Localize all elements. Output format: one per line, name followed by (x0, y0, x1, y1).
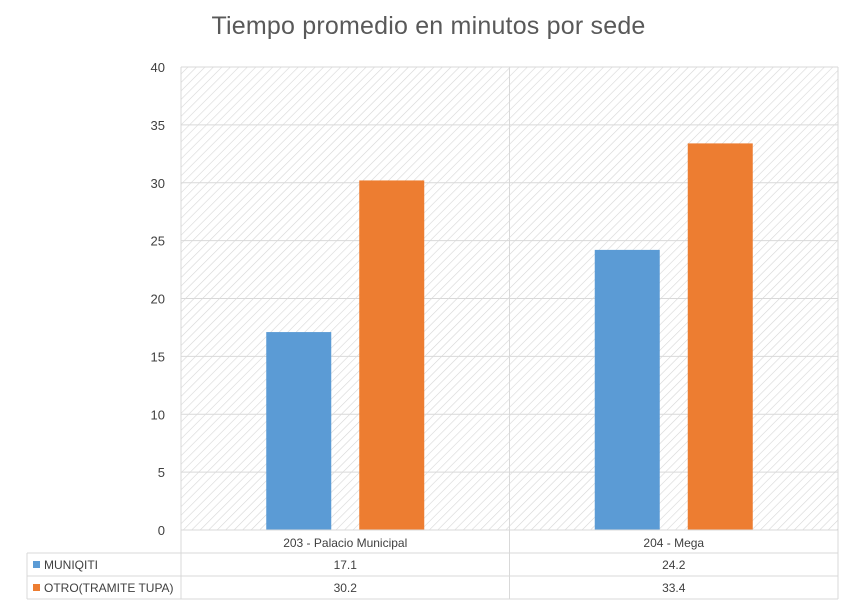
data-label: 24.2 (662, 558, 686, 572)
data-label: 17.1 (334, 558, 358, 572)
bars (266, 143, 753, 530)
y-tick-label: 0 (158, 523, 165, 538)
legend-label: OTRO(TRAMITE TUPA) (44, 581, 174, 595)
y-axis-ticks: 0 5 10 15 20 25 30 35 40 (151, 60, 165, 538)
y-tick-label: 10 (151, 407, 165, 422)
y-tick-label: 5 (158, 465, 165, 480)
legend-key-1 (33, 561, 40, 568)
bar-1-1 (266, 332, 332, 530)
y-tick-label: 40 (151, 60, 165, 75)
x-category-label: 204 - Mega (643, 536, 704, 550)
y-tick-label: 35 (151, 118, 165, 133)
legend-label: MUNIQITI (44, 558, 98, 572)
bar-2-1 (359, 180, 425, 530)
bar-2-2 (687, 143, 753, 530)
bar-1-2 (594, 249, 660, 530)
y-tick-label: 25 (151, 234, 165, 249)
x-category-label: 203 - Palacio Municipal (283, 536, 407, 550)
y-tick-label: 30 (151, 176, 165, 191)
y-tick-label: 20 (151, 292, 165, 307)
y-tick-label: 15 (151, 349, 165, 364)
legend-key-2 (33, 584, 40, 591)
chart-title: Tiempo promedio en minutos por sede (211, 12, 646, 40)
data-table: 203 - Palacio Municipal 204 - Mega MUNIQIT… (26, 529, 838, 600)
data-label: 30.2 (334, 581, 358, 595)
data-label: 33.4 (662, 581, 686, 595)
